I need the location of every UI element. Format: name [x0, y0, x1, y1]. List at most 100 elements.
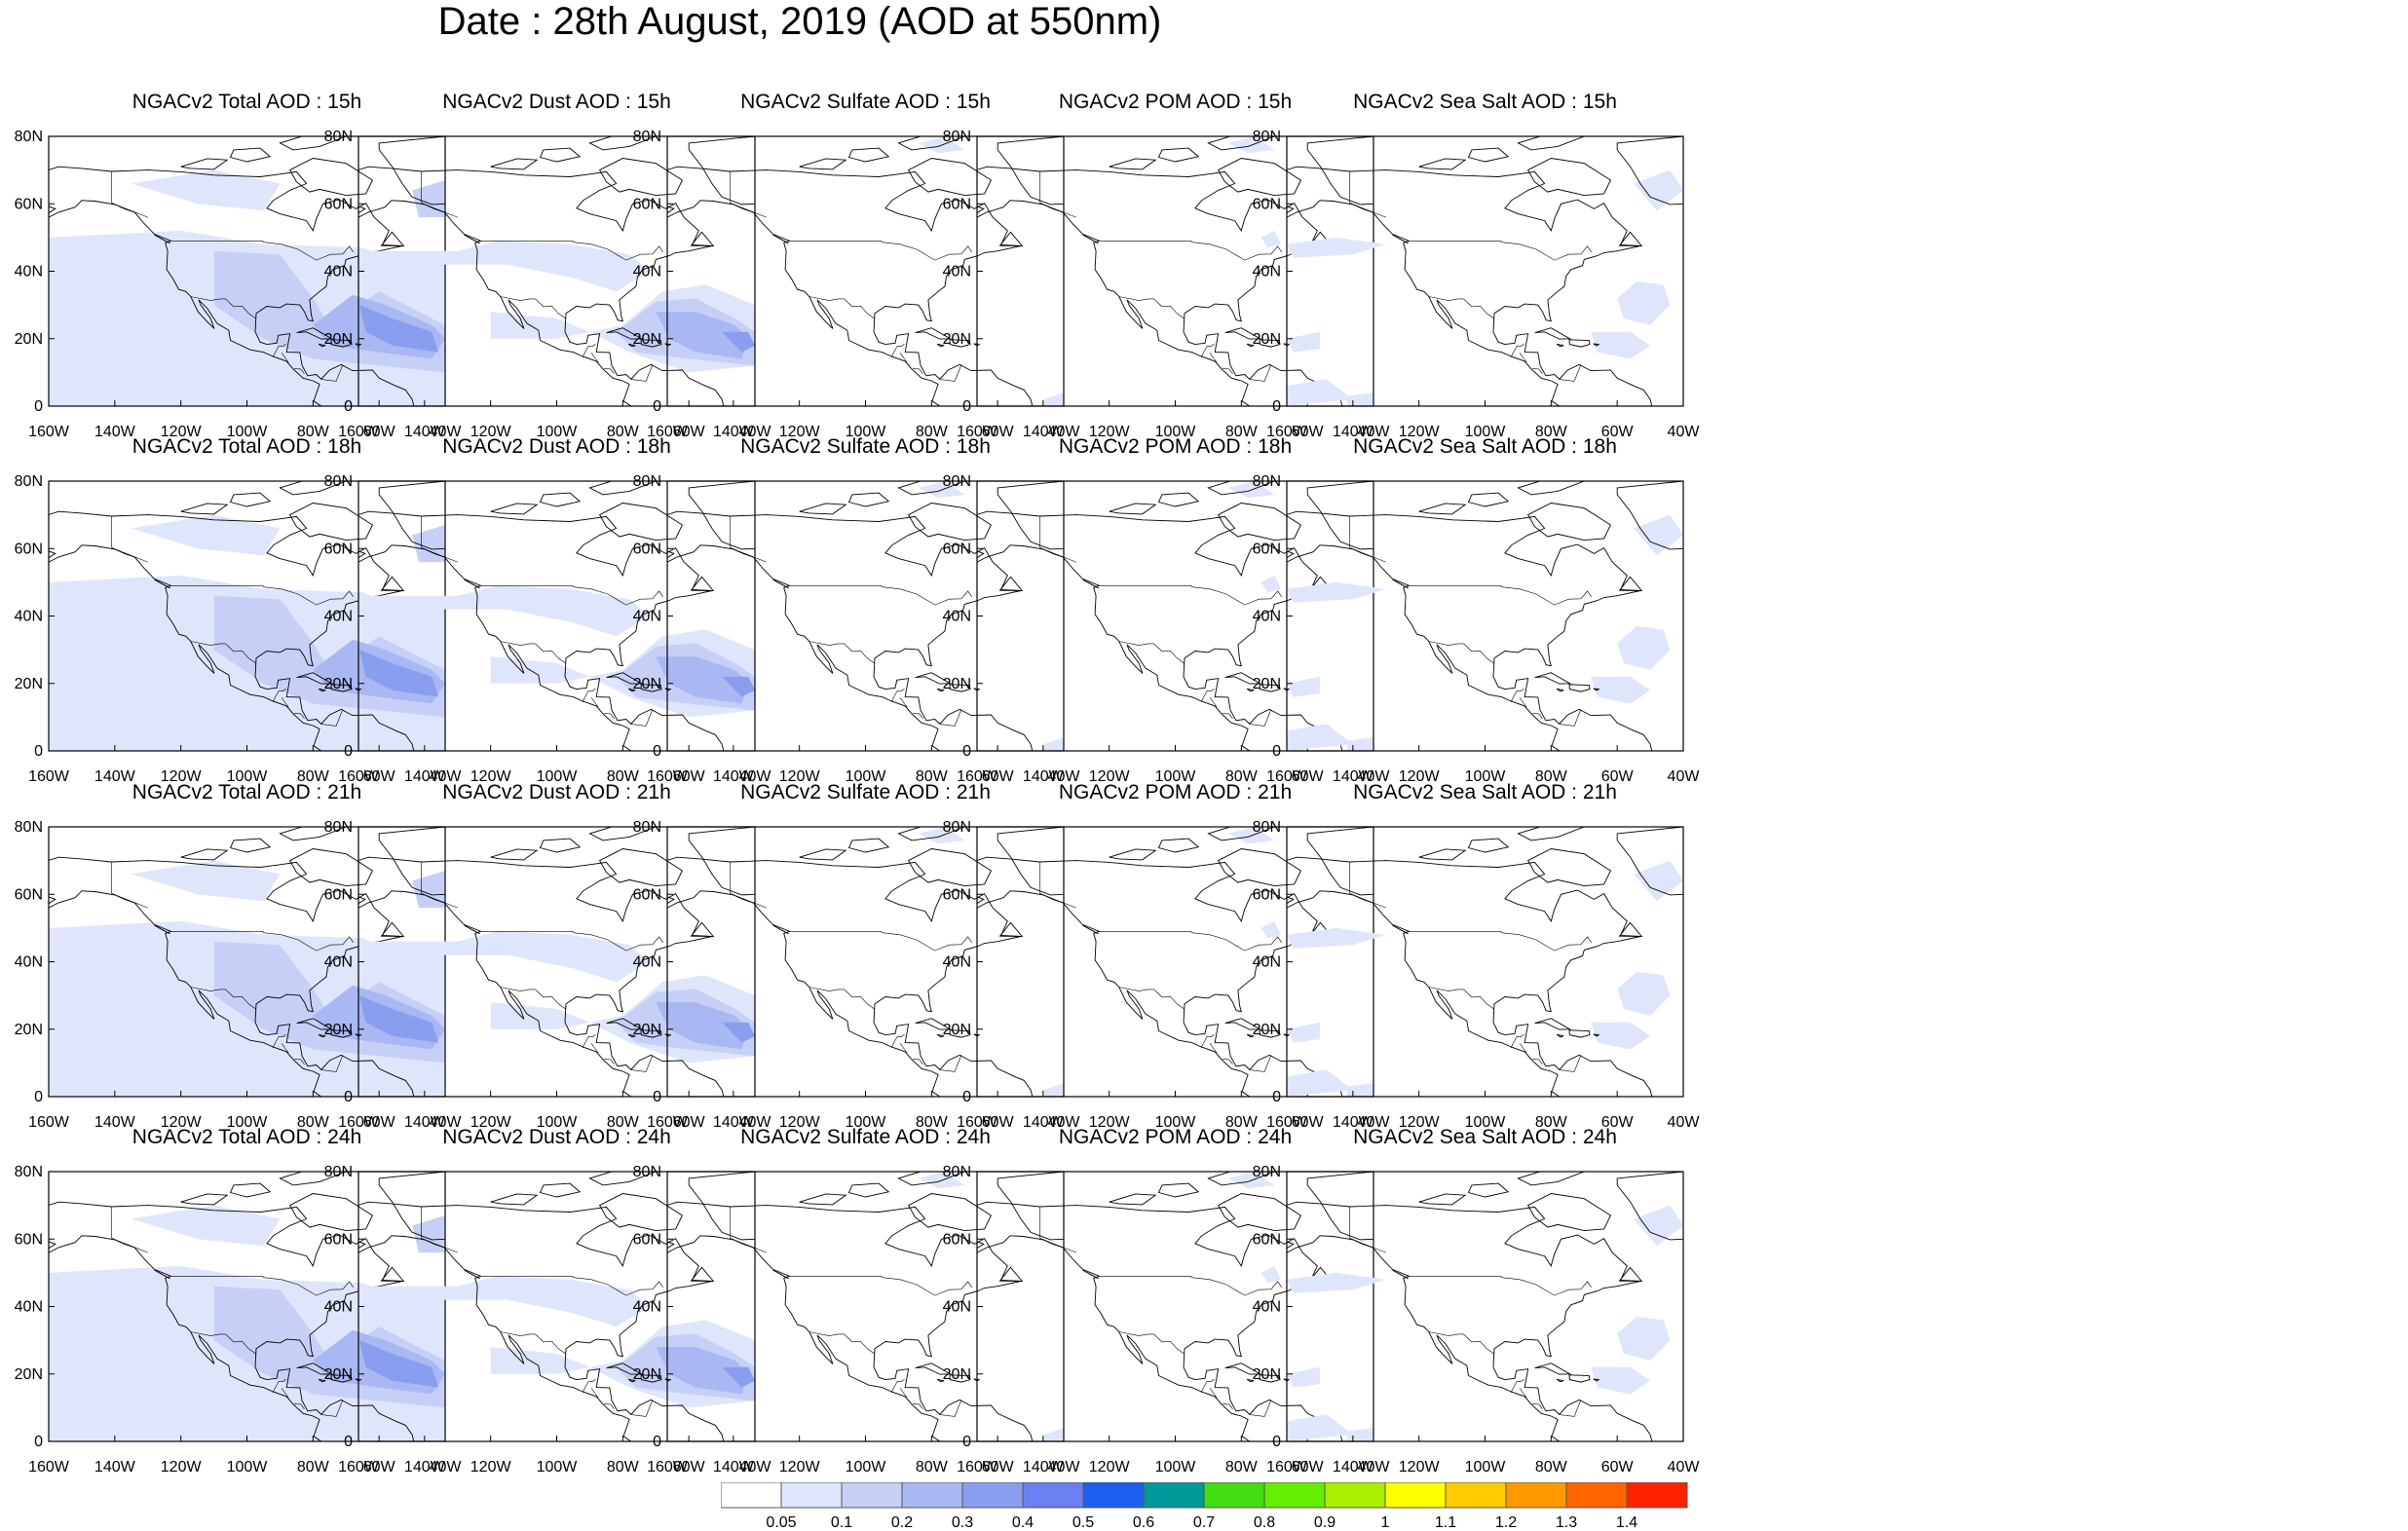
lat-tick-label: 60N: [324, 196, 353, 212]
island-coastline: [1616, 136, 1683, 205]
lat-tick-label: 0: [344, 743, 353, 760]
lat-tick-label: 80N: [324, 1164, 353, 1180]
island-coastline: [915, 1363, 953, 1375]
lat-tick-label: 40N: [943, 264, 971, 280]
lon-tick-label: 120W: [1399, 768, 1441, 785]
lat-tick-label: 80N: [1253, 473, 1281, 490]
country-border: [730, 862, 767, 909]
lon-tick-label: 80W: [297, 768, 330, 785]
map-panel-sulfate: NGACv2 Sulfate AOD : 18h 80N 60N 40N 20N 0 160…: [628, 436, 1081, 786]
aod-contour: [358, 931, 650, 983]
panel-title: NGACv2 Total AOD : 24h: [132, 1126, 362, 1148]
lon-tick-label: 160W: [1266, 424, 1308, 440]
country-border: [1531, 1059, 1543, 1064]
country-border: [293, 713, 305, 719]
panel-title: NGACv2 Sulfate AOD : 24h: [740, 1126, 991, 1148]
lon-tick-label: 160W: [957, 424, 998, 440]
lat-tick-label: 0: [34, 1434, 43, 1450]
island-coastline: [1534, 327, 1572, 340]
lon-tick-label: 60W: [1601, 1459, 1635, 1475]
coastline: [358, 1201, 725, 1441]
colorbar-label: 0.7: [1193, 1514, 1215, 1531]
lon-tick-label: 40W: [739, 1114, 772, 1131]
panel-title: NGACv2 POM AOD : 15h: [1058, 91, 1293, 113]
lat-tick-label: 80N: [633, 473, 661, 490]
lon-tick-label: 40W: [1048, 768, 1081, 785]
island-coastline: [380, 1266, 405, 1282]
map-panel-total: NGACv2 Total AOD : 24h 80N 60N 40N 20N 0 160W 1…: [10, 1127, 463, 1476]
lon-tick-label: 160W: [28, 1114, 70, 1131]
country-border: [590, 1043, 599, 1054]
island-coastline: [1556, 343, 1564, 348]
aod-contour: [358, 585, 650, 637]
colorbar-label: 0.4: [1012, 1514, 1034, 1531]
country-border: [480, 241, 663, 261]
island-coastline: [1418, 158, 1467, 170]
island-coastline: [279, 136, 347, 151]
lon-tick-label: 40W: [739, 768, 772, 785]
aod-contour: [1634, 169, 1683, 211]
colorbar-label: 0.5: [1072, 1514, 1094, 1531]
island-coastline: [588, 136, 657, 151]
lon-tick-label: 120W: [1089, 1459, 1131, 1475]
island-coastline: [380, 231, 405, 246]
island-coastline: [949, 1374, 971, 1383]
island-coastline: [1306, 136, 1373, 205]
island-coastline: [1526, 158, 1611, 197]
lat-tick-label: 20N: [15, 1366, 43, 1383]
island-coastline: [1224, 1363, 1262, 1375]
lon-tick-label: 140W: [1333, 768, 1374, 785]
aod-contour: [1260, 1265, 1281, 1284]
aod-contour: [1591, 1366, 1651, 1395]
island-coastline: [640, 339, 662, 348]
aod-field: [358, 931, 755, 1064]
lat-tick-label: 40N: [15, 609, 43, 625]
lat-tick-label: 80N: [943, 819, 971, 836]
island-coastline: [1517, 481, 1585, 496]
coastline: [977, 856, 1343, 1097]
lon-tick-label: 120W: [161, 1114, 203, 1131]
country-border: [1349, 171, 1386, 218]
lon-tick-label: 160W: [1266, 768, 1308, 785]
country-border: [603, 368, 615, 374]
map-svg: 80N 60N 40N 20N 0 160W 140W 120W 100W 80W 60W 40W: [633, 129, 1081, 440]
lat-tick-label: 60N: [943, 886, 971, 903]
lat-tick-label: 20N: [15, 331, 43, 348]
country-border: [1428, 987, 1495, 1010]
aod-field: [1287, 1205, 1683, 1441]
country-border: [940, 364, 962, 382]
aod-contour: [358, 305, 439, 353]
lon-tick-label: 60W: [363, 1459, 396, 1475]
island-coastline: [907, 1193, 992, 1232]
island-coastline: [490, 1193, 539, 1206]
lon-tick-label: 40W: [430, 1114, 463, 1131]
island-coastline: [1109, 848, 1157, 861]
lon-tick-label: 100W: [537, 768, 579, 785]
island-coastline: [998, 1266, 1024, 1282]
island-coastline: [627, 343, 636, 348]
lat-tick-label: 60N: [943, 1231, 971, 1248]
lat-tick-label: 20N: [943, 1366, 971, 1383]
map-svg: 80N 60N 40N 20N 0 160W 140W 120W 100W 80W 60W 40W: [1253, 473, 1701, 785]
island-coastline: [1082, 924, 1099, 935]
island-coastline: [998, 576, 1024, 591]
country-border: [809, 296, 876, 319]
map-panel-dust: NGACv2 Dust AOD : 24h 80N 60N 40N 20N 0 160W 14…: [320, 1127, 772, 1476]
island-coastline: [1568, 1374, 1591, 1383]
island-coastline: [1157, 1182, 1200, 1198]
island-coastline: [288, 503, 373, 541]
lat-tick-label: 40N: [943, 954, 971, 971]
island-coastline: [1556, 1378, 1564, 1383]
country-border: [899, 353, 908, 363]
lon-tick-label: 100W: [537, 424, 579, 440]
island-coastline: [330, 1029, 353, 1038]
aod-contour: [1287, 331, 1320, 353]
map-panel-sulfate: NGACv2 Sulfate AOD : 21h 80N 60N 40N 20N 0 160…: [628, 782, 1081, 1132]
country-border: [421, 1207, 458, 1253]
map-panel-total: NGACv2 Total AOD : 15h 80N 60N 40N 20N 0 160W 1…: [10, 92, 463, 441]
lon-tick-label: 100W: [1155, 1459, 1197, 1475]
colorbar-label: 0.9: [1314, 1514, 1336, 1531]
island-coastline: [180, 848, 229, 861]
lat-tick-label: 0: [653, 743, 661, 760]
lat-tick-label: 40N: [633, 264, 661, 280]
